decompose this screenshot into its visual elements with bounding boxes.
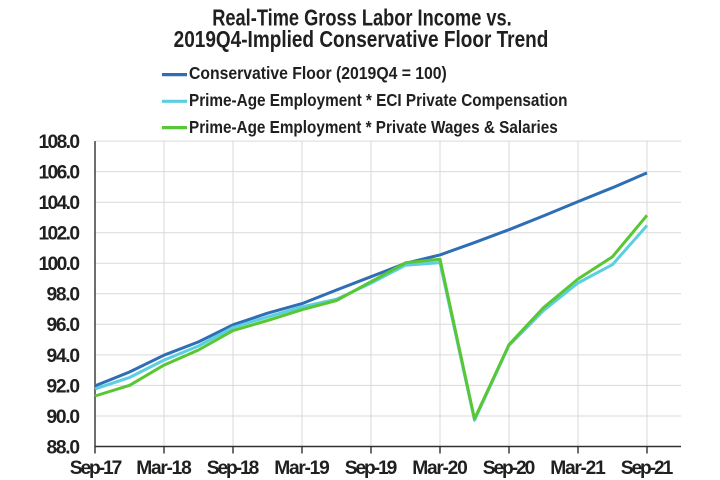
svg-text:Prime-Age Employment * Private: Prime-Age Employment * Private Wages & S…	[189, 117, 558, 137]
svg-text:88.0: 88.0	[47, 437, 81, 458]
svg-text:Real-Time Gross Labor Income: Real-Time Gross Labor Income vs.	[212, 5, 512, 31]
svg-text:Sep-17: Sep-17	[70, 458, 123, 479]
svg-text:98.0: 98.0	[47, 285, 81, 306]
svg-text:Prime-Age Employment * ECI Pri: Prime-Age Employment * ECI Private Compe…	[189, 90, 568, 110]
svg-text:Mar-19: Mar-19	[274, 458, 330, 479]
svg-text:102.0: 102.0	[39, 224, 81, 245]
svg-text:96.0: 96.0	[47, 315, 81, 336]
svg-text:92.0: 92.0	[47, 376, 81, 397]
svg-text:90.0: 90.0	[47, 407, 81, 428]
svg-text:Mar-20: Mar-20	[412, 458, 468, 479]
svg-text:108.0: 108.0	[39, 132, 81, 153]
svg-text:Sep-19: Sep-19	[345, 458, 398, 479]
svg-text:100.0: 100.0	[39, 254, 81, 275]
svg-text:Sep-18: Sep-18	[207, 458, 260, 479]
svg-text:104.0: 104.0	[39, 193, 81, 214]
svg-text:106.0: 106.0	[39, 163, 81, 184]
svg-text:Mar-21: Mar-21	[550, 458, 606, 479]
svg-text:Sep-20: Sep-20	[483, 458, 536, 479]
svg-text:Conservative Floor (2019Q4 = 1: Conservative Floor (2019Q4 = 100)	[189, 63, 447, 83]
svg-text:Mar-18: Mar-18	[136, 458, 192, 479]
svg-text:Sep-21: Sep-21	[621, 458, 674, 479]
svg-text:2019Q4-Implied Conservative Fl: 2019Q4-Implied Conservative Floor Trend	[174, 26, 549, 52]
svg-text:94.0: 94.0	[47, 346, 81, 367]
